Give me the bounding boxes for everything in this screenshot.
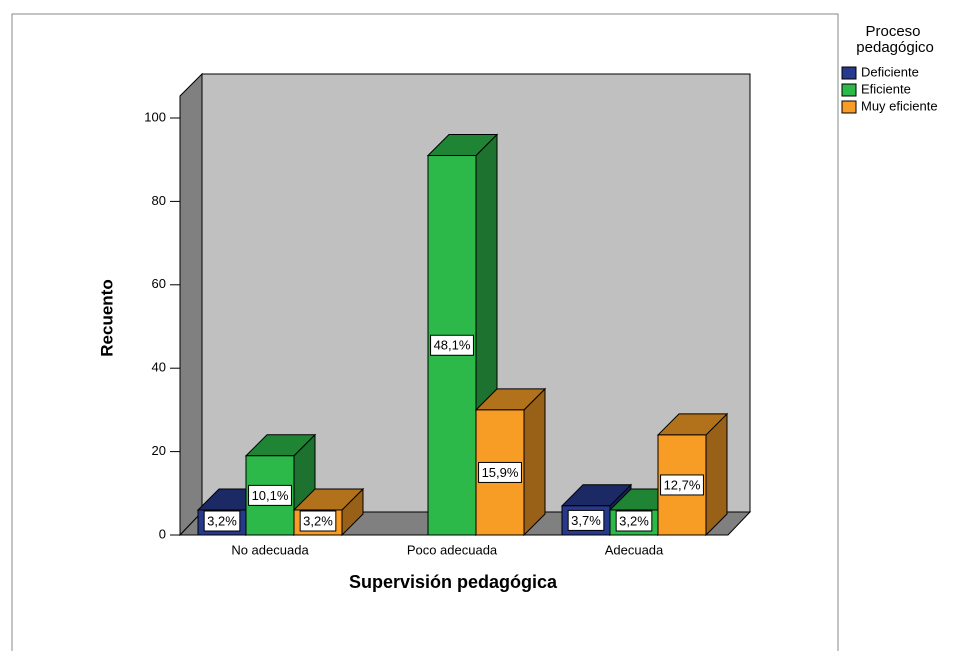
x-tick-label: Adecuada bbox=[605, 542, 664, 557]
data-label: 3,2% bbox=[619, 513, 649, 528]
x-tick-label: Poco adecuada bbox=[407, 542, 498, 557]
y-tick-label: 20 bbox=[152, 443, 166, 458]
data-label: 3,7% bbox=[571, 513, 601, 528]
legend-label: Eficiente bbox=[861, 81, 911, 96]
data-label-box bbox=[615, 510, 653, 532]
x-axis-title: Supervisión pedagógica bbox=[349, 572, 558, 592]
legend-label: Muy eficiente bbox=[861, 98, 938, 113]
bar-side bbox=[523, 387, 546, 537]
data-label-box bbox=[299, 510, 337, 532]
y-tick-label: 60 bbox=[152, 276, 166, 291]
data-label-box bbox=[478, 461, 522, 483]
y-tick-label: 40 bbox=[152, 360, 166, 375]
data-label: 15,9% bbox=[482, 465, 519, 480]
y-tick-label: 0 bbox=[159, 526, 166, 541]
legend-title: Proceso pedagógico bbox=[852, 23, 934, 56]
y-tick-label: 80 bbox=[152, 193, 166, 208]
data-label: 48,1% bbox=[434, 338, 471, 353]
legend-swatch bbox=[841, 83, 857, 97]
data-label: 10,1% bbox=[252, 488, 289, 503]
data-label: 3,2% bbox=[207, 513, 237, 528]
data-label-box bbox=[567, 509, 605, 531]
data-label: 12,7% bbox=[664, 477, 701, 492]
data-label-box bbox=[203, 510, 241, 532]
legend-label: Deficiente bbox=[861, 64, 919, 79]
data-label-box bbox=[660, 474, 704, 496]
x-tick-label: No adecuada bbox=[231, 542, 309, 557]
data-label-box bbox=[430, 334, 474, 356]
data-label-box bbox=[248, 484, 292, 506]
y-tick-label: 100 bbox=[144, 109, 166, 124]
side-wall bbox=[179, 72, 203, 537]
data-label: 3,2% bbox=[303, 513, 333, 528]
legend-swatch bbox=[841, 66, 857, 80]
legend-swatch bbox=[841, 100, 857, 114]
y-axis-title: Recuento bbox=[97, 279, 116, 356]
